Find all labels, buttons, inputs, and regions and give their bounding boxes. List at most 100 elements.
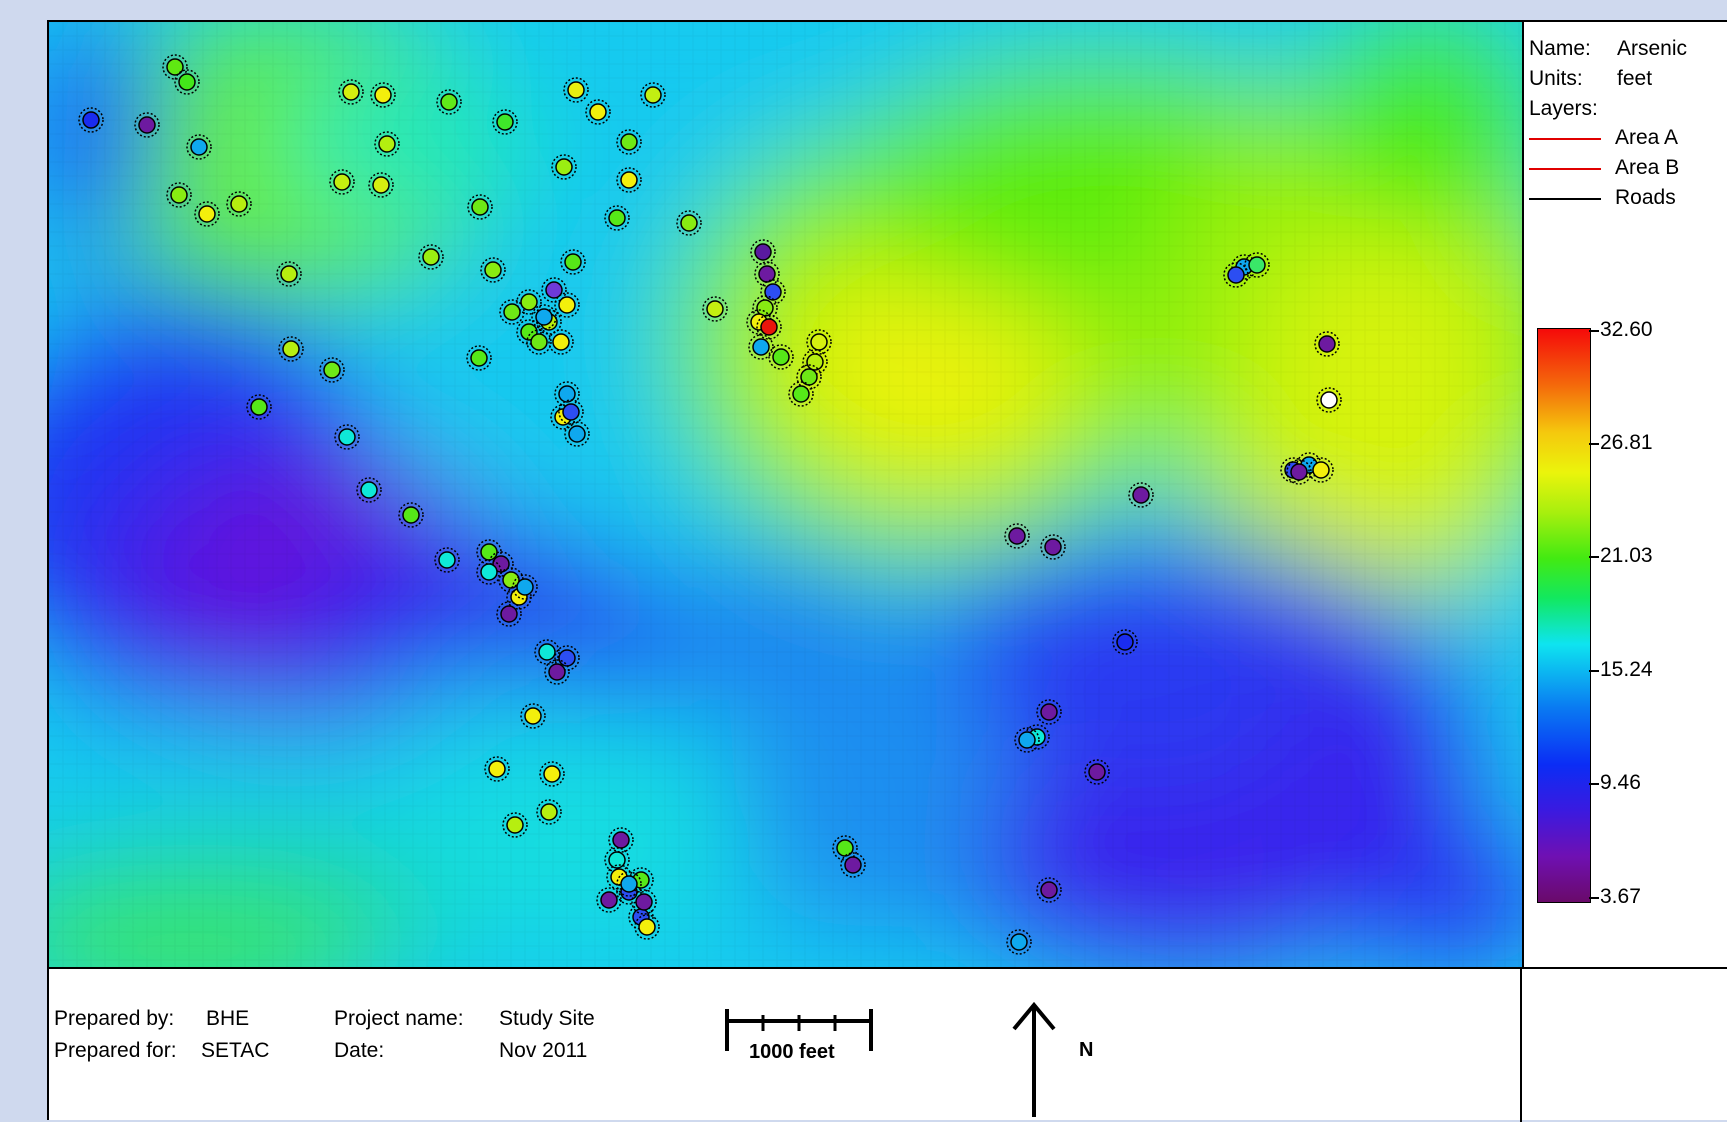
sample-point-halo	[1316, 387, 1342, 413]
sample-point-halo	[551, 154, 577, 180]
sample-point-halo	[554, 645, 580, 671]
line-swatch-icon	[1529, 168, 1601, 170]
sample-point	[620, 875, 638, 893]
sample-point	[506, 816, 524, 834]
sample-point	[545, 281, 563, 299]
sample-point	[402, 506, 420, 524]
sample-point-halo	[596, 887, 622, 913]
sample-point	[230, 195, 248, 213]
sample-point-halo	[563, 77, 589, 103]
sample-point	[282, 340, 300, 358]
sample-point-halo	[802, 349, 828, 375]
scale-tick-label: 3.67	[1600, 885, 1641, 908]
sample-point	[806, 353, 824, 371]
prepared-by-value: BHE	[206, 1007, 250, 1030]
sample-point	[810, 333, 828, 351]
sample-point-halo	[480, 257, 506, 283]
sample-point-halo	[466, 345, 492, 371]
line-swatch-icon	[1529, 198, 1601, 200]
sample-point	[608, 209, 626, 227]
sample-point	[535, 308, 553, 326]
sample-point	[558, 385, 576, 403]
sample-point-halo	[526, 329, 552, 355]
legend-layers-key: Layers:	[1529, 97, 1598, 120]
sample-point	[1088, 763, 1106, 781]
sample-point	[635, 893, 653, 911]
date-key: Date:	[334, 1039, 385, 1062]
sample-point-halo	[278, 336, 304, 362]
sample-point	[680, 214, 698, 232]
sample-point	[844, 856, 862, 874]
sample-point-halo	[1040, 534, 1066, 560]
prepared-by-key: Prepared by:	[54, 1007, 175, 1030]
sample-point-halo	[1084, 759, 1110, 785]
sample-point	[552, 333, 570, 351]
sample-point	[470, 349, 488, 367]
sample-point	[608, 851, 626, 869]
sample-point-halo	[338, 79, 364, 105]
sample-point	[138, 116, 156, 134]
sample-point	[488, 760, 506, 778]
sample-point	[280, 265, 298, 283]
sample-point	[1132, 486, 1150, 504]
map-legend: Name: Arsenic Units: feet Layers: Area A A…	[1524, 22, 1727, 969]
sample-point-halo	[434, 547, 460, 573]
sample-point	[638, 918, 656, 936]
sample-point-halo	[1223, 262, 1249, 288]
sample-point-halo	[564, 421, 590, 447]
sample-point-halo	[548, 329, 574, 355]
sample-point-halo	[516, 289, 542, 315]
sample-point-halo	[541, 277, 567, 303]
sample-point	[342, 83, 360, 101]
sample-point-halo	[512, 574, 538, 600]
project-name-value: Study Site	[499, 1007, 595, 1030]
sample-point	[1040, 881, 1058, 899]
sample-point	[422, 248, 440, 266]
sample-point-halo	[516, 319, 542, 345]
sample-point-halo	[754, 261, 780, 287]
sample-point	[543, 765, 561, 783]
scale-tick-label: 26.81	[1600, 431, 1653, 454]
sample-point-halo	[436, 89, 462, 115]
sample-point	[1318, 335, 1336, 353]
sample-point-halo	[796, 364, 822, 390]
sample-point-halo	[554, 292, 580, 318]
map-layout-frame: Name: Arsenic Units: feet Layers: Area A A…	[47, 20, 1727, 1122]
sample-point-halo	[492, 109, 518, 135]
arsenic-surface-map	[49, 22, 1522, 967]
map-canvas[interactable]	[49, 22, 1524, 969]
sample-point-halo	[560, 249, 586, 275]
sample-point-halo	[520, 703, 546, 729]
sample-point-halo	[499, 299, 525, 325]
sample-point-halo	[616, 167, 642, 193]
sample-point-halo	[534, 639, 560, 665]
sample-point	[503, 303, 521, 321]
sample-point-halo	[1244, 252, 1270, 278]
prepared-for-value: SETAC	[201, 1039, 270, 1062]
sample-point-halo	[536, 799, 562, 825]
sample-point	[644, 86, 662, 104]
sample-points	[78, 54, 1342, 955]
sample-point	[333, 173, 351, 191]
sample-point	[496, 113, 514, 131]
scale-tick-label: 15.24	[1600, 658, 1653, 681]
scale-tick	[1589, 670, 1599, 672]
sample-point-halo	[608, 827, 634, 853]
sample-point	[166, 58, 184, 76]
sample-point-halo	[640, 82, 666, 108]
sample-point-halo	[162, 54, 188, 80]
sample-point-halo	[768, 344, 794, 370]
north-label: N	[1079, 1039, 1094, 1061]
color-scale-bar	[1537, 328, 1591, 903]
sample-point-halo	[1036, 877, 1062, 903]
sample-point	[764, 283, 782, 301]
project-name-key: Project name:	[334, 1007, 464, 1030]
legend-name-key: Name:	[1529, 37, 1591, 60]
sample-point-halo	[806, 329, 832, 355]
sample-point-halo	[418, 244, 444, 270]
sample-point	[190, 138, 208, 156]
legend-name-value: Arsenic	[1617, 37, 1688, 60]
sample-point-halo	[1004, 523, 1030, 549]
sample-point	[538, 643, 556, 661]
sample-point	[548, 663, 566, 681]
